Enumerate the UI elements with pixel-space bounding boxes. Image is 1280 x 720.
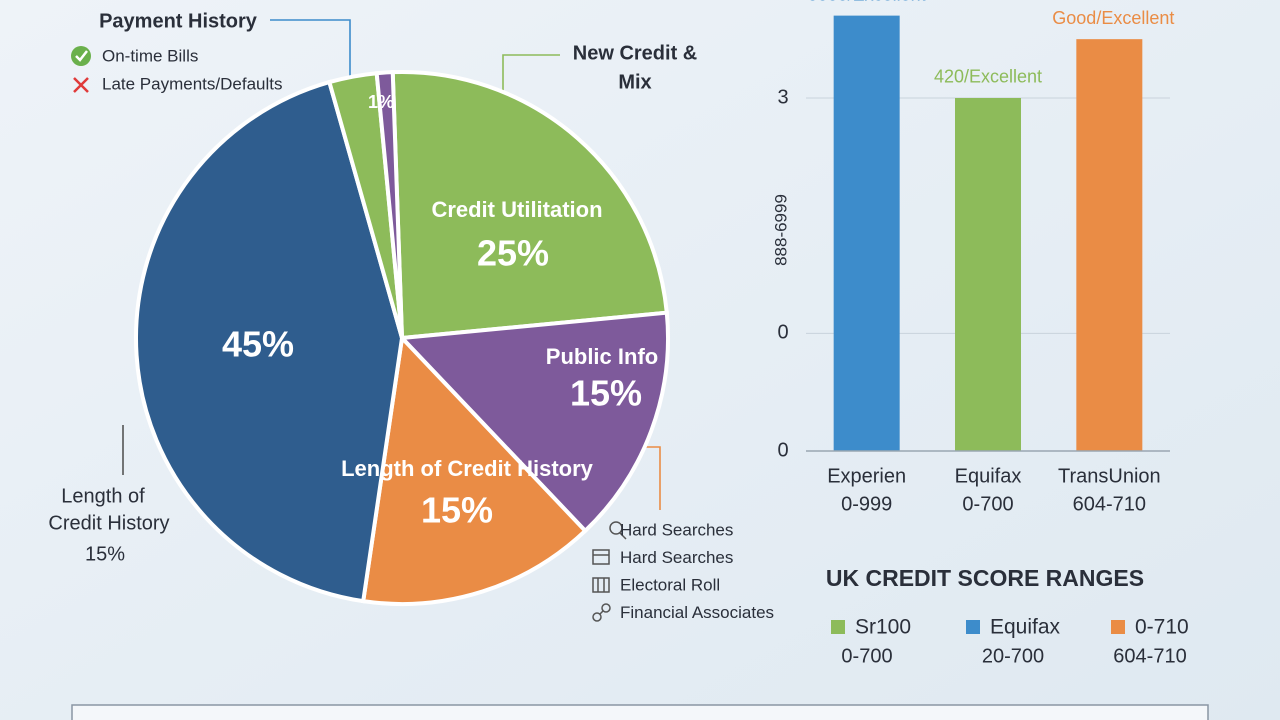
pie-slice [360,333,589,606]
y-tick-label: 3 [777,86,788,108]
callout-text: Credit History [48,512,169,534]
callout-line [270,19,351,100]
legend-swatch [1111,620,1125,634]
callout-text: Mix [618,71,651,93]
legend-range: 604-710 [1113,645,1186,667]
x-tick-sublabel: 0-700 [962,493,1013,515]
pie-slice [374,70,404,339]
check-icon [71,46,91,66]
footer-box [71,704,1209,720]
cross-icon [73,77,89,93]
slice-value: 1% [368,92,394,112]
legend-item: On-time Bills [102,46,198,65]
slice-value: 25% [477,233,549,274]
bar-note: 0000/Excellent [808,0,926,4]
bar [833,15,900,451]
legend-swatch [831,620,845,634]
y-tick-label: 0 [777,322,788,344]
slice-value: 15% [570,373,642,414]
legend-label: 0-710 [1135,616,1189,639]
x-tick-sublabel: 0-999 [841,493,892,515]
factor-item: Electoral Roll [620,575,720,594]
bar-note: 420/Excellent [934,67,1042,87]
pie-slice [134,79,405,604]
legend-title: Payment History [99,10,258,32]
x-tick-label: Equifax [955,465,1022,487]
x-tick-label: TransUnion [1058,465,1161,487]
check-mark [75,50,88,62]
slice-label: Credit Utilitation [431,197,602,222]
legend-range: 20-700 [982,645,1044,667]
factor-item: Hard Searches [620,548,733,567]
factor-item: Hard Searches [620,520,733,539]
y-tick-label: 0 [777,439,788,461]
legend-label: Sr100 [855,616,911,639]
slice-label: Length of Credit History [341,456,594,481]
x-tick-label: Experien [827,465,906,487]
legend-item: Late Payments/Defaults [102,74,282,93]
callout-line [502,54,560,107]
factor-item: Financial Associates [620,603,774,622]
callout-text: New Credit & [573,42,697,64]
legend-range: 0-700 [841,645,892,667]
slice-value: 45% [222,324,294,365]
callout-text: 15% [85,543,125,565]
factor-icons [592,521,627,622]
bar [1076,39,1143,451]
legend-swatch [966,620,980,634]
bar-note: Good/Excellent [1052,8,1174,28]
callout-text: Length of [61,485,145,507]
x-tick-sublabel: 604-710 [1073,493,1146,515]
pie-slice [397,310,670,534]
bar [955,97,1021,452]
legend-label: Equifax [990,616,1061,639]
y-axis-title: 888-6999 [771,194,790,266]
slice-label: Public Info [546,344,658,369]
slice-value: 15% [421,490,493,531]
bar-chart-title: UK CREDIT SCORE RANGES [826,565,1144,591]
pie-slice [390,70,669,341]
